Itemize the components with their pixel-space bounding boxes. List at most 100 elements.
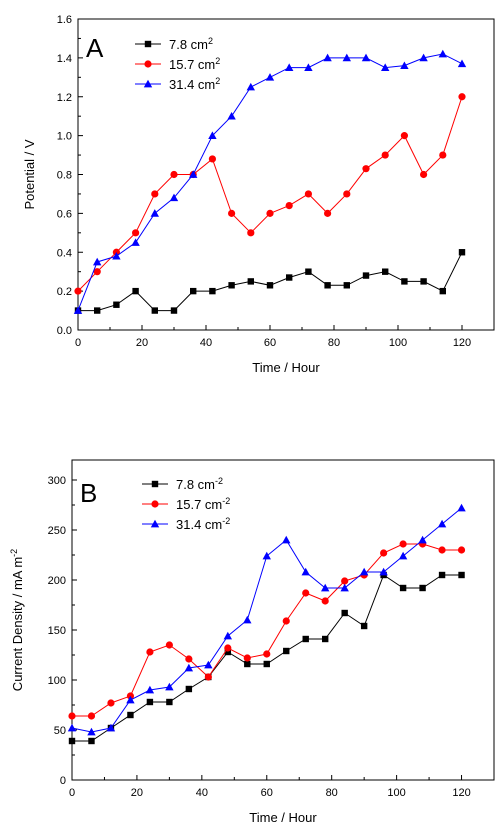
data-point	[106, 723, 116, 732]
x-tick-label: 80	[328, 337, 340, 349]
legend-item: 31.4 cm2	[135, 76, 220, 92]
data-point	[359, 567, 369, 576]
data-point	[126, 695, 135, 704]
data-point	[458, 249, 466, 256]
legend-label-superscript: -2	[222, 516, 230, 526]
data-point	[379, 567, 388, 576]
legend-label: 7.8 cm2	[169, 36, 213, 52]
data-point	[420, 170, 428, 179]
y-tick-label: 0	[60, 775, 66, 787]
data-point	[224, 644, 232, 652]
series-3	[73, 49, 467, 314]
data-point	[398, 551, 408, 560]
data-point	[343, 282, 350, 289]
data-point	[360, 622, 368, 630]
data-point	[439, 151, 447, 159]
legend-label-superscript: 2	[215, 76, 220, 86]
data-point	[184, 663, 194, 672]
x-axis-title: Time / Hour	[249, 810, 317, 825]
data-point	[399, 584, 407, 592]
data-point	[343, 190, 351, 198]
series-line	[72, 543, 462, 717]
data-point	[204, 673, 212, 681]
data-point	[361, 53, 371, 62]
data-point	[73, 306, 83, 314]
legend-label-superscript: 2	[215, 56, 220, 66]
legend-label-superscript: 2	[208, 36, 213, 46]
data-point	[340, 583, 349, 592]
data-point	[362, 272, 370, 279]
x-tick-label: 40	[196, 787, 208, 799]
x-tick-label: 100	[389, 337, 407, 349]
x-tick-label: 100	[387, 787, 405, 799]
data-point	[341, 609, 348, 617]
x-tick-label: 40	[200, 337, 212, 349]
data-point	[165, 682, 174, 691]
data-point	[301, 567, 310, 576]
x-tick-label: 120	[452, 787, 470, 799]
y-tick-label: 50	[54, 725, 66, 737]
legend-label: 15.7 cm2	[169, 56, 220, 72]
data-point	[457, 59, 467, 68]
data-point	[438, 546, 446, 554]
data-point	[87, 727, 96, 736]
data-point	[166, 698, 173, 706]
data-point	[321, 583, 330, 592]
data-point	[146, 698, 154, 706]
series-2	[68, 540, 466, 720]
data-point	[209, 287, 216, 295]
legend-item: 31.4 cm-2	[142, 516, 230, 532]
plot-frame	[71, 459, 495, 781]
data-point	[437, 519, 447, 528]
y-tick-label: 150	[48, 625, 66, 637]
data-point	[170, 170, 178, 179]
legend-item: 7.8 cm2	[135, 36, 213, 52]
y-tick-label: 100	[48, 675, 66, 687]
data-point	[457, 546, 466, 554]
x-tick-label: 80	[326, 787, 338, 799]
data-point	[246, 82, 255, 91]
x-tick-label: 60	[261, 787, 273, 799]
data-point	[266, 282, 274, 289]
legend: 7.8 cm2 15.7 cm2 31.4 cm2	[135, 36, 220, 92]
data-point	[458, 93, 466, 101]
data-point	[439, 287, 446, 295]
legend-item: 15.7 cm-2	[142, 496, 230, 512]
data-point	[146, 648, 154, 656]
y-axis-title-superscript: -2	[9, 549, 19, 557]
legend-marker	[150, 519, 160, 528]
data-point	[400, 132, 408, 140]
data-point	[224, 648, 232, 656]
y-tick-label: 0.6	[57, 208, 72, 220]
data-point	[322, 635, 329, 643]
data-point	[132, 287, 139, 295]
data-point	[438, 571, 446, 579]
data-point	[305, 268, 312, 275]
series-1	[74, 249, 466, 314]
data-point	[107, 699, 115, 707]
y-tick-label: 200	[48, 575, 66, 587]
data-point	[68, 712, 76, 720]
data-point	[127, 711, 134, 719]
data-point	[150, 209, 159, 217]
y-tick-label: 1.0	[57, 131, 72, 143]
x-tick-label: 0	[69, 787, 75, 799]
data-point	[67, 723, 77, 732]
data-point	[304, 190, 312, 198]
series-line	[77, 96, 463, 292]
data-point	[286, 274, 293, 281]
data-point	[302, 589, 310, 597]
data-point	[381, 63, 390, 71]
data-point	[145, 685, 155, 694]
legend-item: 7.8 cm-2	[142, 476, 223, 492]
data-point	[285, 202, 293, 210]
data-point	[324, 282, 331, 289]
data-point	[93, 268, 101, 276]
data-point	[243, 615, 252, 624]
data-point	[189, 170, 198, 178]
data-point	[457, 503, 466, 512]
x-tick-label: 20	[131, 787, 143, 799]
data-point	[382, 268, 389, 275]
data-point	[190, 287, 197, 295]
